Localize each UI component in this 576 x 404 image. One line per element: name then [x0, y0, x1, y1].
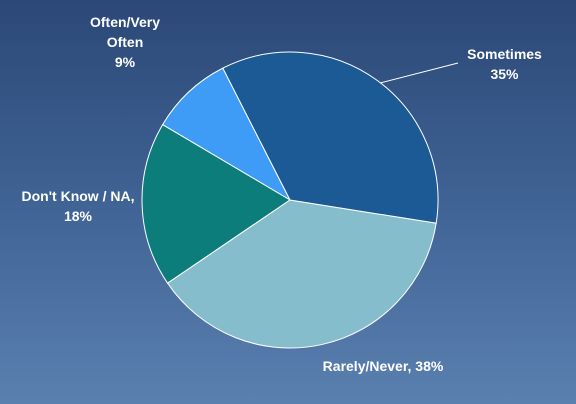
category-label: Often/Very Often	[89, 14, 161, 50]
category-label: Don't Know / NA,	[21, 188, 135, 204]
slice-label: Often/Very Often 9%	[80, 12, 170, 72]
pie-slice	[141, 123, 291, 284]
leader-line	[379, 62, 459, 84]
pie-slice	[222, 51, 439, 224]
pie-slice	[166, 199, 437, 349]
category-label: Sometimes	[467, 46, 542, 62]
category-label: Rarely/Never,	[322, 358, 412, 374]
slice-label: Don't Know / NA, 18%	[8, 186, 148, 226]
value-label: 35%	[490, 66, 519, 82]
pie-slice	[161, 67, 292, 202]
value-label: 18%	[63, 208, 93, 224]
slice-label: Rarely/Never, 38%	[318, 356, 448, 376]
slice-label: Sometimes 35%	[452, 44, 557, 84]
value-label: 9%	[114, 54, 136, 70]
value-label: 38%	[415, 358, 444, 374]
